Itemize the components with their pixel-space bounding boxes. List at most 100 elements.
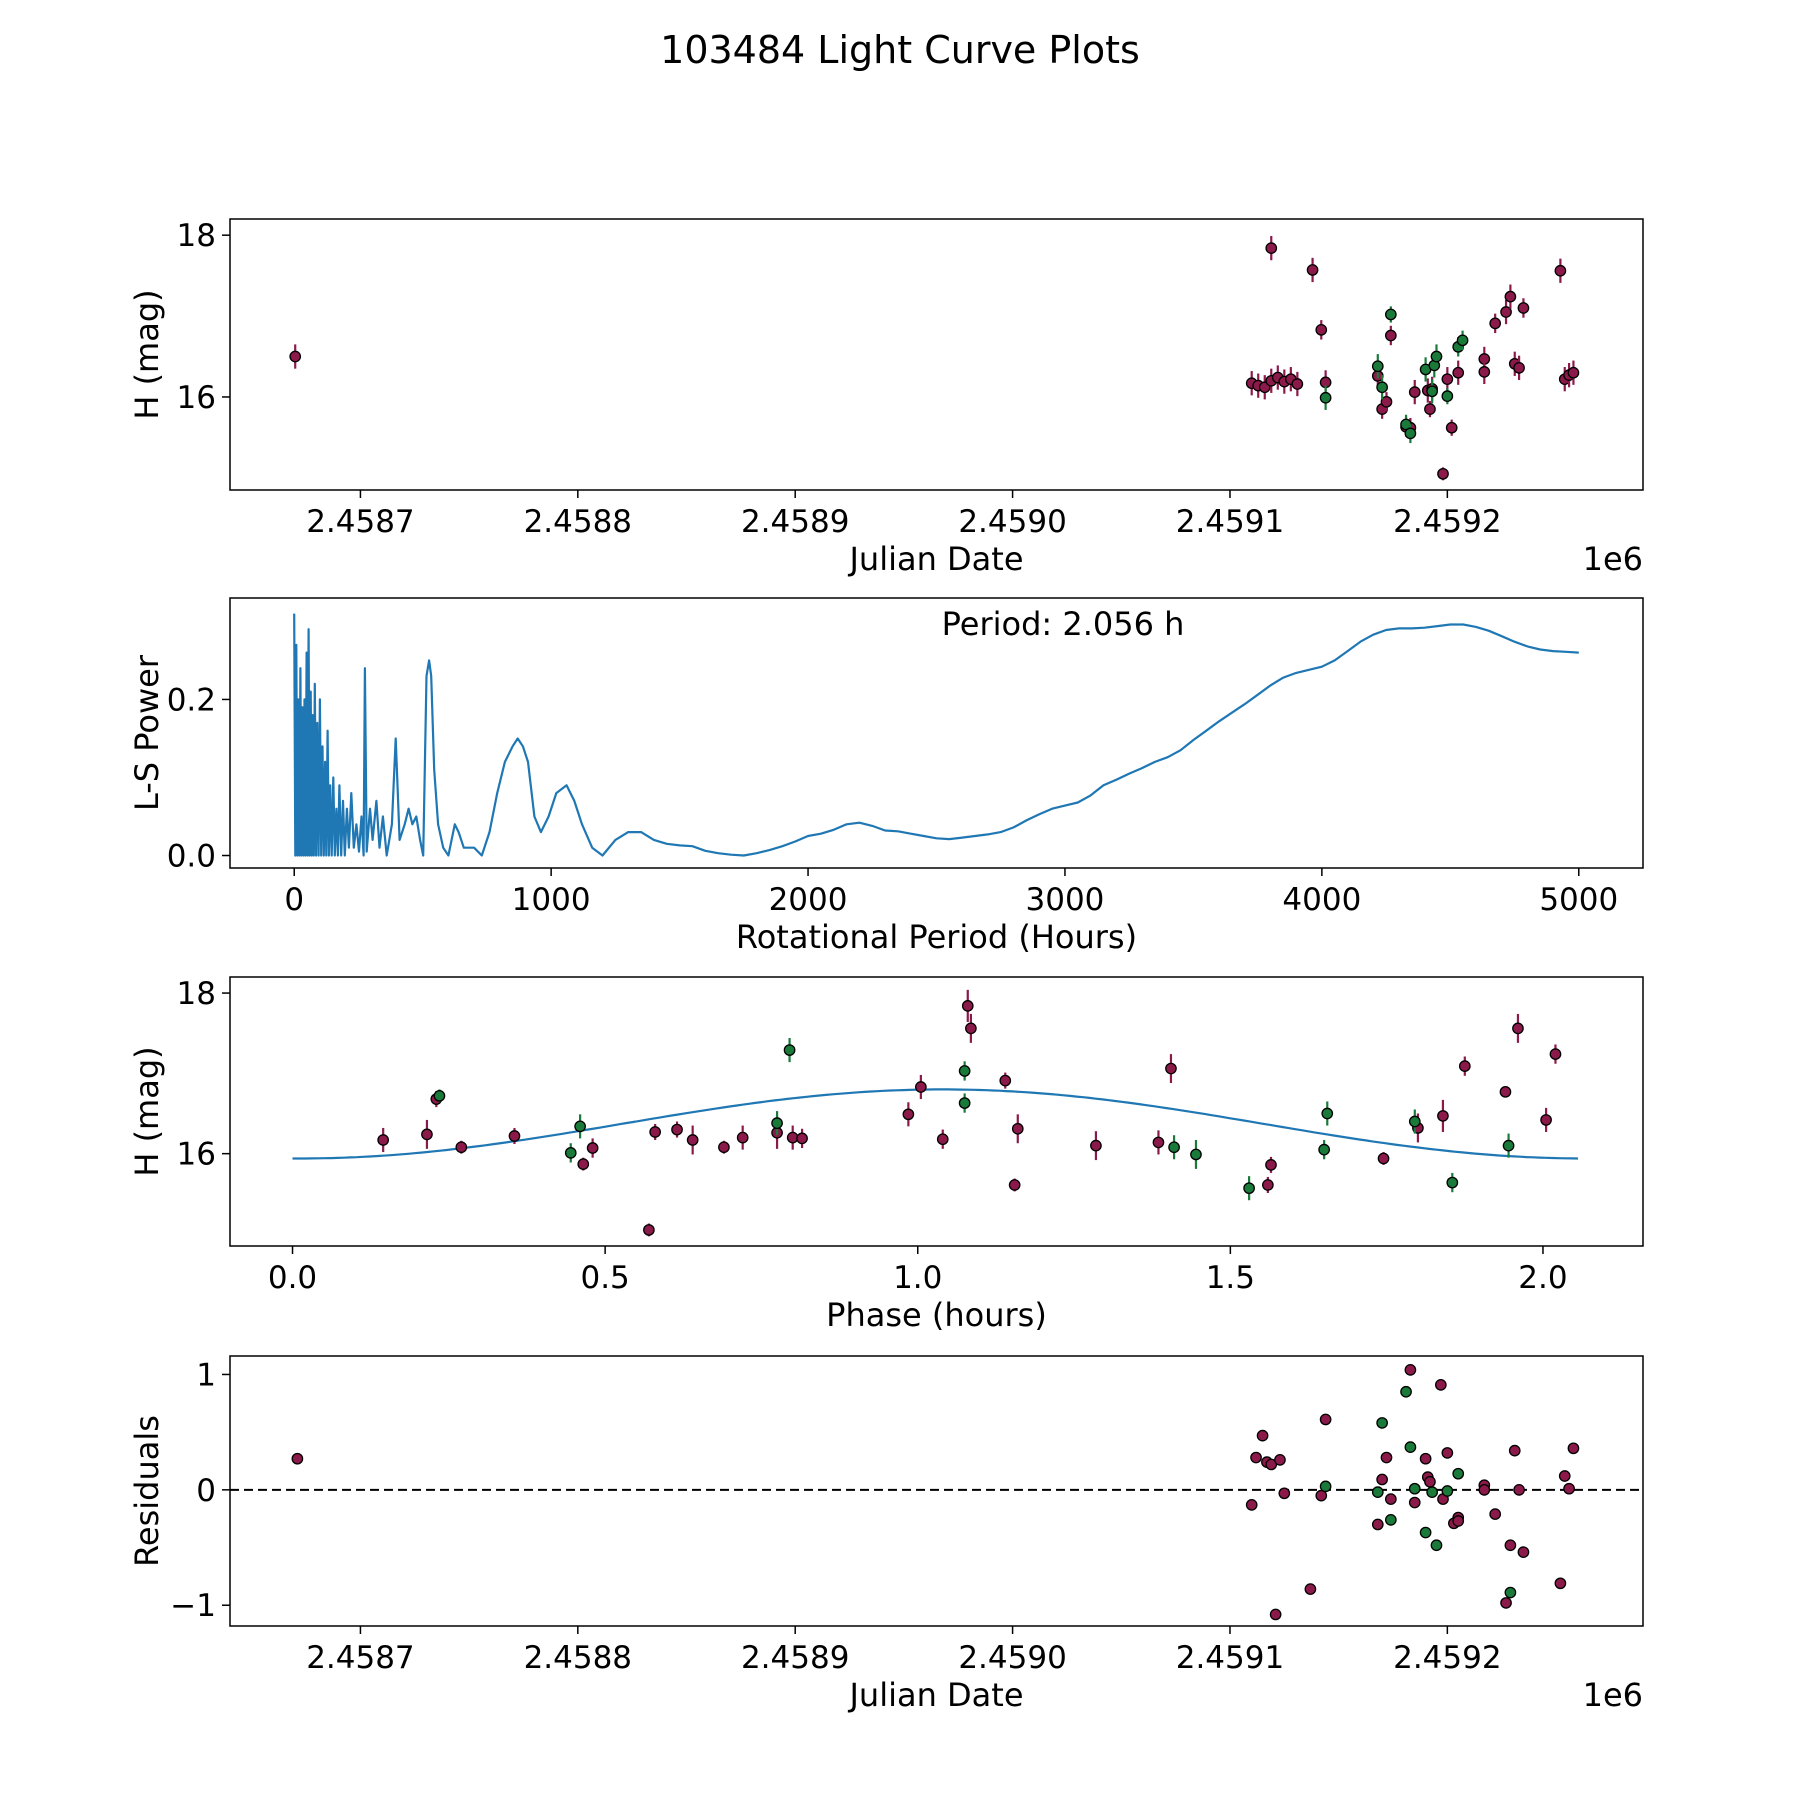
data-point-red xyxy=(1424,403,1436,415)
axes-frame xyxy=(229,1355,1644,1627)
data-point-green xyxy=(1319,1480,1332,1493)
data-point-green xyxy=(1168,1141,1180,1154)
data-point-red xyxy=(961,1000,974,1012)
data-point-red xyxy=(1384,329,1397,342)
data-point-red xyxy=(1554,1577,1567,1590)
data-point-red xyxy=(1500,306,1512,318)
data-point-green xyxy=(1321,1107,1334,1120)
data-point-green xyxy=(1456,334,1469,347)
data-point-green xyxy=(1376,381,1388,394)
data-point-red xyxy=(796,1132,808,1145)
plot-area xyxy=(289,235,1580,481)
data-point-green xyxy=(433,1089,446,1102)
panel1: 2.4587 2.4588 2.4589 2.4590 2.4591 2.4592 16 18… xyxy=(128,218,1644,578)
y-tick-label: 1 xyxy=(196,1357,216,1393)
x-tick-label: 4000 xyxy=(1282,882,1361,918)
x-offset-label: 1e6 xyxy=(1583,540,1643,578)
data-point-red xyxy=(718,1141,730,1154)
x-tick-label: 1000 xyxy=(512,882,591,918)
data-point-red xyxy=(1256,1429,1269,1442)
data-point-green xyxy=(1371,360,1384,373)
data-point-red xyxy=(1306,264,1319,276)
y-axis-label: H (mag) xyxy=(128,1046,166,1176)
data-point-red xyxy=(1563,1482,1575,1495)
data-point-green xyxy=(1408,1482,1421,1495)
data-point-red xyxy=(1404,1363,1417,1376)
x-tick-label: 2.4589 xyxy=(741,504,849,540)
data-point-red xyxy=(1165,1062,1177,1075)
x-tick-label: 2.4590 xyxy=(958,504,1066,540)
data-point-red xyxy=(1513,1483,1525,1496)
x-axis-label: Rotational Period (Hours) xyxy=(736,918,1137,956)
data-point-red xyxy=(1278,1487,1291,1500)
x-axis-label: Julian Date xyxy=(847,1676,1023,1714)
data-point-red xyxy=(1504,1539,1517,1552)
periodogram-line xyxy=(293,613,1579,857)
data-point-red xyxy=(1500,1597,1512,1609)
panel2: 0 1000 2000 3000 4000 5000 0.0 0.2 Rotational Pe… xyxy=(128,597,1644,956)
x-tick-label: 2.4588 xyxy=(524,504,632,540)
y-tick-label: −1 xyxy=(170,1588,216,1624)
data-point-green xyxy=(958,1065,971,1077)
data-point-red xyxy=(1489,1508,1502,1520)
data-point-red xyxy=(1265,242,1278,254)
data-point-red xyxy=(1265,1159,1277,1171)
data-point-red xyxy=(1008,1179,1021,1191)
data-point-red xyxy=(1452,1515,1465,1527)
axes-frame xyxy=(229,597,1644,869)
plot-area xyxy=(230,1363,1643,1621)
data-point-red xyxy=(291,1452,304,1465)
data-point-red xyxy=(1419,1452,1432,1465)
data-point-red xyxy=(686,1134,699,1146)
x-tick-label: 2.4591 xyxy=(1176,1640,1284,1676)
panel4: 2.4587 2.4588 2.4589 2.4590 2.4591 2.4592 −1 0 1… xyxy=(128,1355,1644,1714)
x-tick-label: 2.4592 xyxy=(1393,504,1501,540)
data-point-red xyxy=(289,350,302,363)
data-point-green xyxy=(1319,391,1332,404)
x-tick-label: 2000 xyxy=(769,882,848,918)
data-point-green xyxy=(958,1097,971,1109)
plot-area xyxy=(292,989,1579,1237)
data-point-green xyxy=(1452,1467,1465,1480)
data-point-green xyxy=(1384,1513,1397,1526)
data-point-red xyxy=(1319,1413,1332,1426)
data-point-red xyxy=(1384,1493,1397,1505)
data-point-red xyxy=(577,1158,590,1170)
data-point-red xyxy=(1437,467,1449,480)
x-tick-label: 2.4588 xyxy=(524,1640,632,1676)
data-point-red xyxy=(1478,1483,1491,1496)
data-point-green xyxy=(1400,1385,1412,1398)
x-tick-label: 2.0 xyxy=(1518,1260,1567,1296)
x-axis-label: Phase (hours) xyxy=(826,1296,1047,1334)
data-point-green xyxy=(1408,1115,1421,1128)
data-point-green xyxy=(1190,1148,1202,1161)
y-axis-label: Residuals xyxy=(128,1415,166,1567)
data-point-green xyxy=(1371,1486,1384,1499)
data-point-red xyxy=(1376,1473,1388,1486)
data-point-green xyxy=(1376,1417,1388,1429)
data-point-red xyxy=(1445,421,1458,434)
data-point-red xyxy=(508,1130,521,1142)
x-tick-label: 0.5 xyxy=(580,1260,629,1296)
data-point-red xyxy=(736,1131,749,1144)
data-point-green xyxy=(574,1120,586,1133)
data-point-green xyxy=(1318,1143,1330,1156)
data-point-red xyxy=(455,1141,468,1154)
x-tick-label: 2.4589 xyxy=(741,1640,849,1676)
data-point-red xyxy=(1517,302,1530,314)
data-point-red xyxy=(1424,1475,1436,1488)
data-point-red xyxy=(671,1123,683,1136)
data-point-green xyxy=(1419,1526,1432,1539)
data-point-red xyxy=(1441,1447,1454,1459)
y-tick-label: 16 xyxy=(177,380,216,416)
y-tick-label: 16 xyxy=(177,1137,216,1173)
data-point-red xyxy=(1152,1136,1165,1149)
data-point-red xyxy=(1408,1496,1421,1509)
x-tick-label: 1.5 xyxy=(1206,1260,1255,1296)
y-tick-label: 18 xyxy=(177,218,216,254)
data-point-green xyxy=(1430,350,1443,363)
y-tick-label: 0.2 xyxy=(167,682,216,718)
data-point-red xyxy=(1434,1378,1447,1391)
data-point-red xyxy=(649,1126,662,1138)
